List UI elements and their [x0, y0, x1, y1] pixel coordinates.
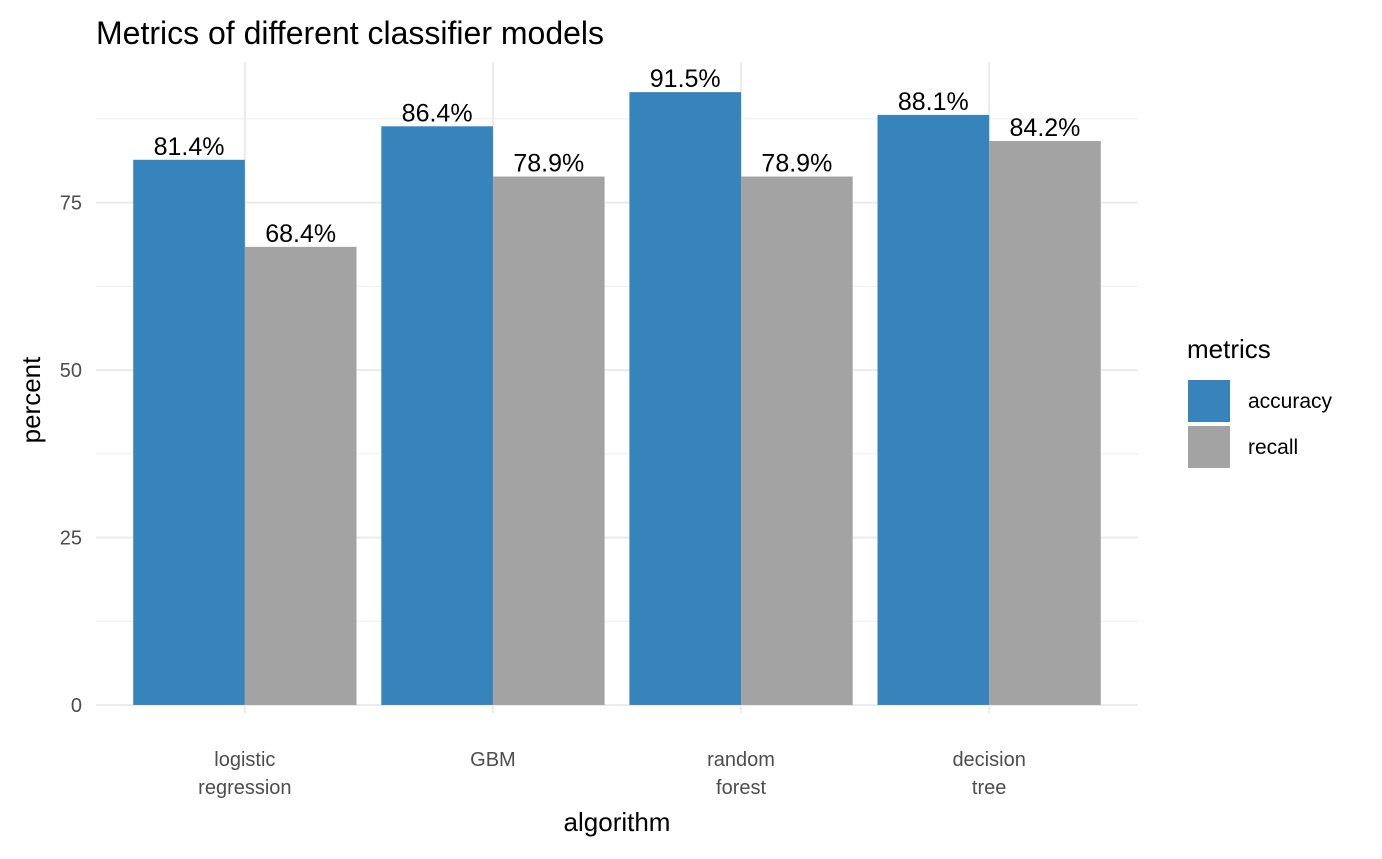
x-tick-label: decision: [952, 749, 1025, 771]
x-axis-title: algorithm: [564, 807, 671, 837]
bar-accuracy: [877, 114, 990, 705]
y-tick-label: 0: [71, 695, 82, 717]
y-tick-label: 50: [60, 360, 82, 382]
y-tick-label: 25: [60, 528, 82, 550]
data-label: 68.4%: [265, 220, 336, 248]
bar-recall: [989, 141, 1101, 705]
y-axis-title: percent: [16, 356, 46, 443]
y-tick-label: 75: [60, 193, 82, 215]
legend-label-accuracy: accuracy: [1248, 390, 1333, 413]
legend-key-accuracy: [1188, 380, 1230, 422]
data-label: 78.9%: [513, 150, 584, 178]
x-tick-label: GBM: [470, 749, 516, 771]
bar-recall: [741, 176, 853, 705]
x-tick-label: random: [707, 749, 775, 771]
bar-recall: [244, 246, 357, 705]
data-label: 91.5%: [650, 65, 721, 93]
x-tick-label: regression: [198, 777, 291, 799]
bar-accuracy: [133, 159, 245, 705]
bar-accuracy: [381, 126, 493, 705]
legend-label-recall: recall: [1248, 436, 1298, 459]
legend-key-recall: [1188, 426, 1230, 468]
data-label: 84.2%: [1010, 114, 1081, 142]
data-label: 78.9%: [761, 150, 832, 178]
x-tick-label: logistic: [214, 749, 275, 771]
data-label: 88.1%: [898, 88, 969, 116]
legend-title: metrics: [1187, 334, 1271, 364]
data-label: 81.4%: [154, 133, 225, 161]
chart-title: Metrics of different classifier models: [96, 15, 604, 51]
bar-recall: [492, 176, 605, 705]
data-label: 86.4%: [402, 99, 473, 127]
bar-accuracy: [629, 92, 742, 705]
x-tick-label: forest: [716, 777, 766, 799]
x-tick-label: tree: [972, 777, 1006, 799]
